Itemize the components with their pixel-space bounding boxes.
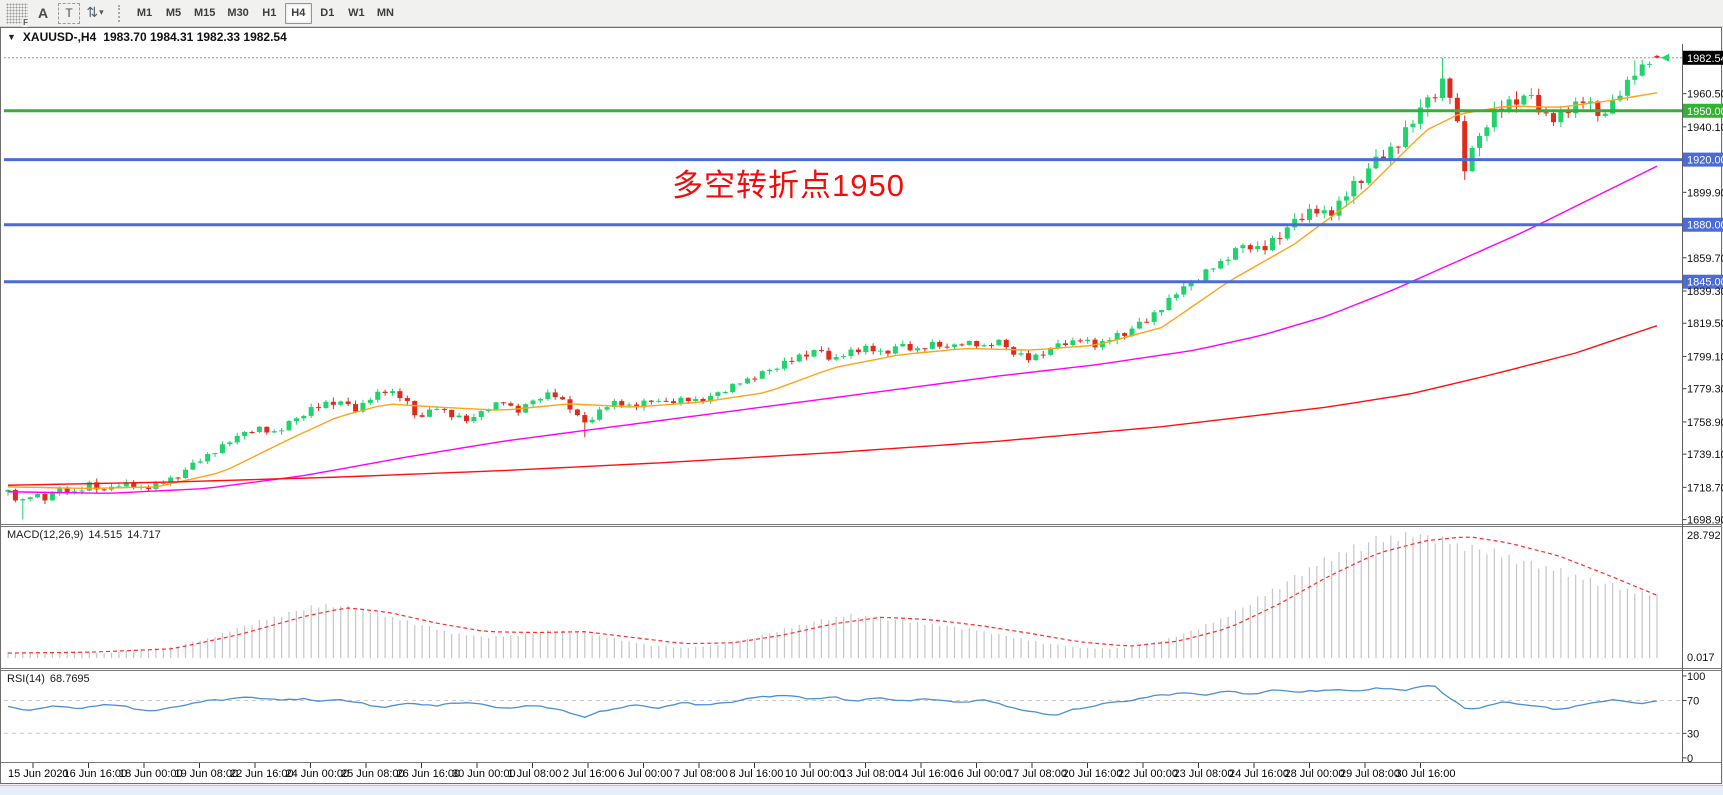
text-a-icon[interactable]: A xyxy=(37,5,49,21)
macd-signal-line xyxy=(7,536,1658,654)
ma-mid-magenta xyxy=(7,165,1658,494)
rsi-tick-label: 70 xyxy=(1687,696,1699,708)
svg-text:1950.00: 1950.00 xyxy=(1687,106,1723,118)
time-tick-label: 24 Jun 00:00 xyxy=(286,768,350,780)
rsi-value: 68.7695 xyxy=(49,673,90,685)
time-tick-label: 25 Jun 08:00 xyxy=(341,768,405,780)
macd-zero-label: 0.017 xyxy=(1687,652,1715,664)
ma-fast-orange xyxy=(7,92,1658,490)
price-tick-label: 1739.10 xyxy=(1687,449,1723,461)
time-tick-label: 17 Jul 08:00 xyxy=(1007,768,1067,780)
f-glyph: F xyxy=(22,17,28,27)
time-tick-label: 16 Jul 00:00 xyxy=(952,768,1012,780)
chevron-down-icon[interactable]: ▾ xyxy=(99,8,104,18)
time-tick-label: 26 Jun 16:00 xyxy=(397,768,461,780)
price-tick-label: 1819.50 xyxy=(1687,318,1723,330)
cursor-arrows-icon: ⇅ xyxy=(86,5,99,21)
time-tick-label: 18 Jun 00:00 xyxy=(119,768,183,780)
hline-price-box xyxy=(1683,152,1723,167)
price-tick-label: 1799.10 xyxy=(1687,351,1723,363)
hline-price-box xyxy=(1683,217,1723,232)
rsi-line xyxy=(7,685,1658,718)
chart-title-bar: ▼ XAUUSD-,H4 1983.70 1984.31 1982.33 198… xyxy=(7,30,287,44)
timeframe-button-m5[interactable]: M5 xyxy=(165,7,182,19)
timeframe-button-m1[interactable]: M1 xyxy=(136,7,153,19)
time-tick-label: 19 Jun 08:00 xyxy=(175,768,239,780)
time-tick-label: 2 Jul 16:00 xyxy=(563,768,617,780)
price-tick-label: 1940.10 xyxy=(1687,122,1723,134)
time-tick-label: 28 Jul 00:00 xyxy=(1285,768,1345,780)
timeframe-button-m15[interactable]: M15 xyxy=(194,7,216,19)
time-tick-label: 14 Jul 16:00 xyxy=(896,768,956,780)
time-tick-label: 30 Jul 16:00 xyxy=(1396,768,1456,780)
cursor-arrows-tool[interactable]: ⇅ ▾ xyxy=(84,3,106,24)
hline-price-box xyxy=(1683,103,1723,118)
toolbar-grip-handle[interactable] xyxy=(118,4,122,22)
time-tick-label: 7 Jul 08:00 xyxy=(674,768,728,780)
svg-text:1845.00: 1845.00 xyxy=(1687,277,1723,289)
price-tick-label: 1899.90 xyxy=(1687,187,1723,199)
price-tick-label: 1859.70 xyxy=(1687,253,1723,265)
macd-histogram xyxy=(7,531,1658,659)
price-tick-label: 1758.90 xyxy=(1687,417,1723,429)
price-tick-label: 1839.30 xyxy=(1687,286,1723,298)
time-tick-label: 24 Jul 16:00 xyxy=(1229,768,1289,780)
time-tick-label: 29 Jul 08:00 xyxy=(1340,768,1400,780)
rsi-name: RSI(14) xyxy=(7,673,45,685)
time-tick-label: 6 Jul 00:00 xyxy=(619,768,673,780)
chart-symbol-title: XAUUSD-,H4 xyxy=(22,30,97,44)
time-tick-label: 15 Jun 2020 xyxy=(8,768,69,780)
timeframe-button-w1[interactable]: W1 xyxy=(348,7,365,19)
timeframe-button-group: M1 M5 M15 M30 H1 H4 D1 W1 MN xyxy=(130,2,400,24)
time-tick-label: 8 Jul 16:00 xyxy=(730,768,784,780)
dotted-grid-f-icon[interactable]: F xyxy=(6,2,28,27)
text-box-t-icon[interactable]: T xyxy=(58,2,80,24)
chart-ohlc-values: 1983.70 1984.31 1982.33 1982.54 xyxy=(103,30,287,44)
time-tick-label: 10 Jul 00:00 xyxy=(785,768,845,780)
timeframe-button-h4[interactable]: H4 xyxy=(284,2,312,24)
time-tick-label: 30 Jun 00:00 xyxy=(452,768,516,780)
time-tick-label: 23 Jul 08:00 xyxy=(1174,768,1234,780)
time-tick-label: 1 Jul 08:00 xyxy=(508,768,562,780)
chart-annotation-text[interactable]: 多空转折点1950 xyxy=(672,168,905,203)
svg-text:1880.00: 1880.00 xyxy=(1687,220,1723,232)
timeframe-button-d1[interactable]: D1 xyxy=(320,7,335,19)
macd-indicator-label: MACD(12,26,9) 14.515 14.717 xyxy=(7,529,161,541)
current-price-box xyxy=(1683,50,1723,65)
macd-max-label: 28.792 xyxy=(1687,530,1721,542)
candles-series xyxy=(5,54,1660,520)
macd-name: MACD(12,26,9) xyxy=(7,529,84,541)
price-tick-label: 1960.50 xyxy=(1687,89,1723,101)
rsi-tick-label: 100 xyxy=(1687,671,1705,683)
price-tick-label: 1698.90 xyxy=(1687,515,1723,527)
price-tick-label: 1779.30 xyxy=(1687,384,1723,396)
time-tick-label: 22 Jun 16:00 xyxy=(230,768,294,780)
timeframe-button-m30[interactable]: M30 xyxy=(227,7,249,19)
time-tick-label: 16 Jun 16:00 xyxy=(64,768,128,780)
ma-slow-red xyxy=(7,325,1658,486)
time-tick-label: 13 Jul 08:00 xyxy=(841,768,901,780)
collapse-triangle-icon[interactable]: ▼ xyxy=(7,32,16,42)
timeframe-button-mn[interactable]: MN xyxy=(376,7,394,19)
last-price-marker xyxy=(1661,53,1669,62)
hline-price-box xyxy=(1683,274,1723,289)
rsi-tick-label: 30 xyxy=(1687,728,1699,740)
svg-text:1982.54: 1982.54 xyxy=(1687,53,1723,65)
price-tick-label: 1718.70 xyxy=(1687,482,1723,494)
status-bar xyxy=(0,785,1723,795)
time-tick-label: 20 Jul 16:00 xyxy=(1063,768,1123,780)
time-tick-label: 22 Jul 00:00 xyxy=(1118,768,1178,780)
timeframe-button-h1[interactable]: H1 xyxy=(262,7,277,19)
rsi-tick-label: 0 xyxy=(1687,753,1693,765)
macd-value-main: 14.515 xyxy=(88,529,123,541)
svg-text:1920.00: 1920.00 xyxy=(1687,155,1723,167)
top-toolbar: F A T ⇅ ▾ M1 M5 M15 M30 H1 H4 D1 W1 MN xyxy=(0,0,1723,27)
rsi-indicator-label: RSI(14) 68.7695 xyxy=(7,673,90,685)
macd-value-signal: 14.717 xyxy=(127,529,161,541)
